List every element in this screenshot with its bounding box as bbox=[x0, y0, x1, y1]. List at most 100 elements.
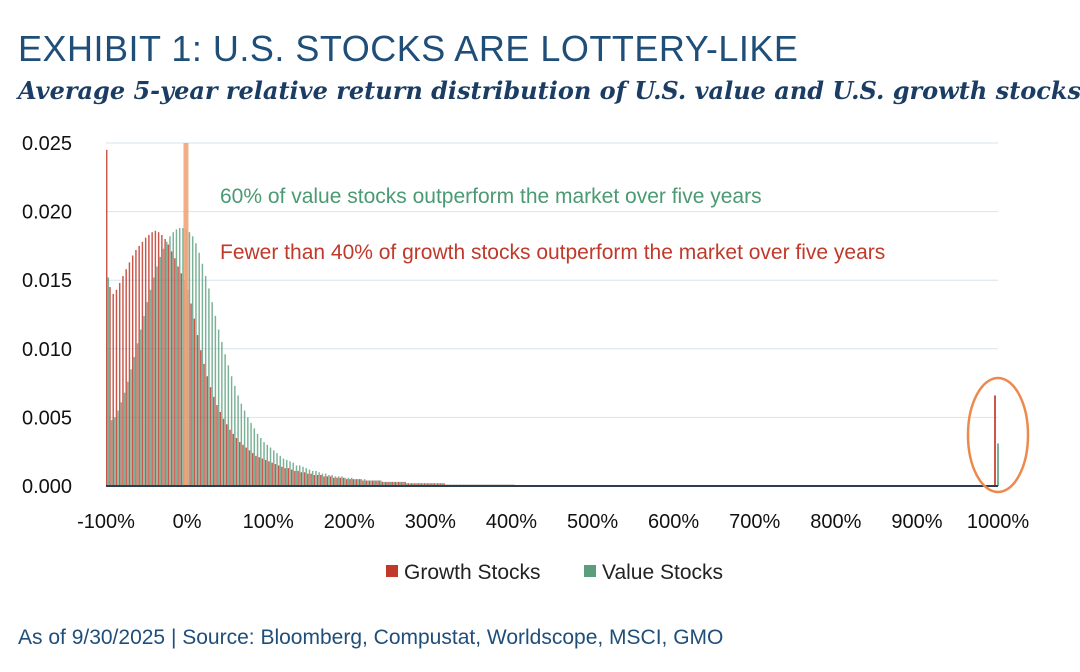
growth-bar bbox=[109, 287, 111, 486]
growth-bar bbox=[258, 457, 260, 486]
growth-bar bbox=[135, 250, 137, 486]
growth-bar bbox=[144, 237, 147, 486]
y-tick-label: 0.020 bbox=[22, 202, 72, 224]
x-tick-label: 100% bbox=[243, 511, 294, 533]
growth-bar bbox=[397, 481, 400, 486]
x-tick-label: 400% bbox=[486, 511, 537, 533]
value-bar bbox=[227, 365, 230, 486]
legend-label: Growth Stocks bbox=[404, 561, 541, 584]
value-bar bbox=[341, 476, 343, 486]
growth-bar bbox=[433, 483, 436, 486]
value-bar bbox=[396, 481, 398, 486]
growth-bar bbox=[287, 468, 290, 486]
value-bar bbox=[120, 402, 123, 486]
growth-bar bbox=[994, 395, 996, 486]
y-tick-label: 0.010 bbox=[22, 339, 72, 361]
growth-bar bbox=[219, 411, 221, 486]
value-bar bbox=[289, 461, 291, 486]
growth-bar bbox=[180, 273, 183, 486]
growth-bar bbox=[368, 480, 371, 486]
growth-bar bbox=[440, 483, 442, 486]
value-bar bbox=[295, 465, 298, 486]
growth-bar bbox=[427, 483, 429, 486]
growth-bar bbox=[281, 466, 283, 486]
value-bar bbox=[266, 444, 269, 486]
value-bar bbox=[133, 357, 136, 486]
growth-bar bbox=[355, 479, 358, 486]
value-bar bbox=[422, 483, 424, 486]
x-tick-label: 0% bbox=[173, 511, 202, 533]
growth-bar bbox=[190, 303, 192, 486]
value-bar bbox=[269, 447, 272, 486]
value-bar bbox=[153, 277, 155, 486]
value-bar bbox=[195, 243, 197, 486]
growth-bar bbox=[151, 232, 153, 486]
value-bar bbox=[191, 236, 194, 486]
value-bar bbox=[256, 433, 259, 486]
value-bar bbox=[263, 442, 265, 486]
growth-bar bbox=[148, 234, 150, 486]
growth-bar bbox=[226, 424, 228, 486]
x-tick-label: 600% bbox=[648, 511, 699, 533]
growth-bar bbox=[391, 481, 393, 486]
value-bar bbox=[425, 483, 427, 486]
growth-bar bbox=[307, 473, 309, 486]
growth-bar bbox=[371, 480, 374, 486]
growth-bar bbox=[414, 483, 416, 486]
growth-bar bbox=[131, 255, 134, 486]
value-bar bbox=[276, 453, 278, 486]
value-bar bbox=[110, 420, 113, 486]
growth-bars bbox=[106, 149, 996, 487]
value-bar bbox=[143, 315, 145, 486]
reference-line bbox=[183, 143, 189, 486]
value-bar bbox=[130, 369, 132, 486]
annotation-text: 60% of value stocks outperform the marke… bbox=[220, 185, 762, 208]
growth-bar bbox=[122, 276, 124, 486]
growth-bar bbox=[313, 475, 316, 486]
growth-bar bbox=[394, 481, 397, 486]
value-bar bbox=[334, 476, 337, 486]
value-bar bbox=[328, 475, 330, 486]
growth-bar bbox=[128, 262, 131, 486]
exhibit-title: EXHIBIT 1: U.S. STOCKS ARE LOTTERY-LIKE bbox=[18, 28, 799, 69]
value-bar bbox=[247, 417, 249, 486]
growth-bar bbox=[284, 468, 286, 486]
growth-bar bbox=[443, 483, 445, 486]
growth-bar bbox=[384, 481, 387, 486]
value-bar bbox=[114, 417, 116, 486]
growth-bar bbox=[346, 479, 348, 486]
legend: Growth Stocks Value Stocks bbox=[386, 561, 723, 584]
value-bar bbox=[315, 470, 317, 486]
value-bar bbox=[363, 479, 366, 486]
growth-bar bbox=[141, 241, 144, 486]
growth-bar bbox=[261, 458, 264, 486]
value-bar bbox=[123, 392, 126, 486]
growth-bar bbox=[316, 475, 319, 486]
zero-return-line bbox=[183, 143, 189, 486]
growth-bar bbox=[203, 363, 205, 486]
value-bar bbox=[221, 341, 223, 486]
value-bar bbox=[393, 481, 395, 486]
value-bar bbox=[250, 422, 252, 486]
growth-bar bbox=[177, 266, 179, 486]
value-bar bbox=[146, 302, 149, 486]
value-bar bbox=[136, 343, 139, 486]
growth-bar bbox=[255, 455, 257, 486]
value-bar bbox=[997, 443, 999, 486]
growth-bar bbox=[381, 481, 384, 486]
growth-bar bbox=[290, 469, 293, 486]
value-bar bbox=[279, 455, 281, 486]
legend-label: Value Stocks bbox=[602, 561, 723, 584]
growth-bar bbox=[112, 293, 114, 486]
growth-bar bbox=[297, 470, 299, 486]
value-bar bbox=[308, 469, 311, 486]
value-bar bbox=[211, 302, 213, 486]
growth-bar bbox=[174, 258, 176, 486]
value-bars bbox=[107, 228, 999, 486]
value-bar bbox=[347, 477, 350, 486]
growth-bar bbox=[336, 477, 338, 486]
value-bar bbox=[357, 479, 359, 486]
y-tick-label: 0.005 bbox=[22, 407, 72, 429]
value-bar bbox=[438, 483, 440, 486]
chart-subtitle: Average 5-year relative return distribut… bbox=[18, 76, 1080, 105]
